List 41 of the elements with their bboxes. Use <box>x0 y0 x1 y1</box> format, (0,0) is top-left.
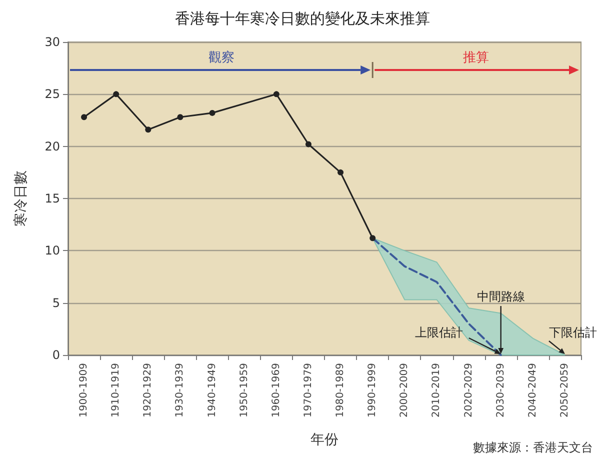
y-tick-label: 15 <box>44 192 60 206</box>
point <box>338 169 344 176</box>
x-tick-label: 1910-1919 <box>110 363 122 418</box>
x-tick-label: 1920-1929 <box>142 363 154 418</box>
x-tick-label: 2010-2019 <box>431 363 442 418</box>
point <box>273 91 280 98</box>
x-tick-label: 1970-1979 <box>302 363 314 418</box>
annotation: 上限估計 <box>414 325 463 340</box>
x-tick-label: 1990-1999 <box>367 363 378 418</box>
point <box>145 126 152 133</box>
x-tick-label: 2040-2049 <box>527 363 538 418</box>
x-tick-label: 2020-2029 <box>463 363 474 418</box>
x-tick-label: 1950-1959 <box>238 363 250 418</box>
y-tick-label: 0 <box>52 348 60 362</box>
x-tick-label: 1960-1969 <box>270 363 282 418</box>
x-tick-label: 1930-1939 <box>174 363 186 418</box>
y-tick-label: 30 <box>44 35 60 49</box>
point <box>209 110 216 116</box>
y-tick-label: 10 <box>44 244 60 258</box>
x-tick-label: 1980-1989 <box>335 363 346 418</box>
text: 數據來源：香港天文台 <box>473 440 593 454</box>
y-tick-label: 20 <box>44 139 60 154</box>
point <box>177 114 184 120</box>
annotation: 下限估計 <box>548 325 597 340</box>
chart-title: 香港每十年寒冷日數的變化及未來推算 <box>175 10 430 28</box>
point <box>113 91 120 98</box>
x-tick-label: 2050-2059 <box>559 363 570 418</box>
annotation: 中間路線 <box>476 289 525 304</box>
x-tick-label: 2000-2009 <box>399 363 410 418</box>
annotation: 推算 <box>462 50 489 66</box>
annotation: 觀察 <box>208 50 234 66</box>
x-tick-label: 2030-2039 <box>495 363 506 418</box>
x-axis-title: 年份 <box>310 432 338 448</box>
x-tick-label: 1940-1949 <box>206 363 218 418</box>
x-tick-label: 1900-1909 <box>78 363 90 418</box>
point <box>370 235 376 242</box>
y-tick-label: 5 <box>52 296 60 310</box>
point <box>81 114 88 120</box>
y-axis-title: 寒冷日數 <box>13 170 29 226</box>
y-tick-label: 25 <box>44 87 60 102</box>
point <box>305 141 312 148</box>
